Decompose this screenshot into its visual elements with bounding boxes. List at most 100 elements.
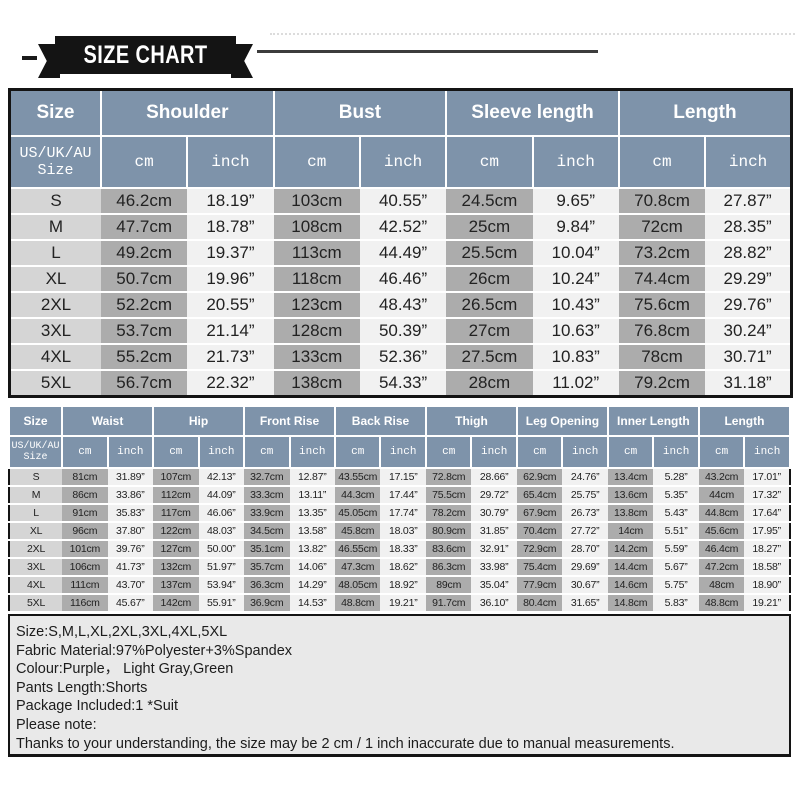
measurement-cell: 138cm — [273, 370, 360, 398]
measurement-cell: 14.8cm — [607, 594, 654, 613]
column-header-back-rise: Back Rise — [334, 405, 427, 437]
column-header-size: Size — [8, 88, 102, 137]
measurement-cell: 28cm — [446, 370, 533, 398]
measurement-cell: 122cm — [153, 522, 199, 541]
measurement-cell: 46.55cm — [335, 540, 381, 559]
measurement-cell: 5.51” — [653, 522, 699, 541]
measurement-cell: 79.2cm — [618, 370, 706, 398]
measurement-cell: 28.70” — [562, 540, 608, 559]
measurement-cell: 18.90” — [744, 576, 790, 595]
measurement-cell: 62.9cm — [516, 468, 563, 487]
garment-size-table: Size Shoulder Bust Sleeve length Length US/UK… — [8, 88, 793, 398]
measurement-cell: 70.4cm — [516, 522, 563, 541]
column-header-back-rise-cm: cm — [333, 435, 382, 469]
measurement-cell: 91cm — [62, 504, 108, 523]
measurement-cell: 67.9cm — [516, 504, 563, 523]
measurement-cell: 50.00” — [198, 540, 245, 559]
column-header-thigh: Thigh — [424, 405, 518, 437]
column-header-sleeve-length-cm: cm — [445, 135, 534, 189]
column-header-us-uk-au-size: US/UK/AU Size — [8, 135, 102, 189]
measurement-cell: 17.95” — [744, 522, 790, 541]
measurement-cell: 11.02” — [532, 370, 619, 398]
measurement-cell: 39.76” — [107, 540, 154, 559]
size-label: 5XL — [9, 594, 63, 613]
measurement-cell: 30.67” — [562, 576, 608, 595]
measurement-cell: 43.55cm — [335, 468, 381, 487]
dotted-rule — [270, 33, 795, 35]
size-label: XL — [9, 266, 101, 293]
measurement-cell: 116cm — [62, 594, 108, 613]
pants-size-table: Size Waist Hip Front Rise Back Rise Thigh Leg … — [7, 405, 792, 613]
size-label: 5XL — [9, 370, 101, 398]
column-header-length: Length — [697, 405, 792, 437]
size-label: M — [9, 486, 63, 505]
measurement-cell: 45.8cm — [335, 522, 381, 541]
measurement-cell: 17.74” — [380, 504, 426, 523]
measurement-cell: 13.35” — [289, 504, 335, 523]
measurement-cell: 44.49” — [359, 240, 447, 267]
column-header-leg-opening: Leg Opening — [515, 405, 609, 437]
measurement-cell: 65.4cm — [516, 486, 563, 505]
measurement-cell: 25.75” — [562, 486, 608, 505]
measurement-cell: 13.8cm — [607, 504, 654, 523]
column-header-inner-length-cm: cm — [606, 435, 655, 469]
measurement-cell: 78.2cm — [425, 504, 472, 523]
measurement-cell: 117cm — [153, 504, 199, 523]
measurement-cell: 36.9cm — [244, 594, 290, 613]
size-row-4xl: 4XL 111cm 43.70” 137cm 53.94” 36.3cm 14.29” 48.… — [9, 576, 790, 595]
measurement-cell: 41.73” — [107, 558, 154, 577]
measurement-cell: 127cm — [153, 540, 199, 559]
column-header-front-rise-cm: cm — [243, 435, 291, 469]
measurement-cell: 20.55” — [187, 292, 274, 319]
measurement-cell: 32.91” — [471, 540, 517, 559]
measurement-cell: 17.44” — [380, 486, 426, 505]
size-label: 3XL — [9, 318, 101, 345]
measurement-cell: 32.7cm — [244, 468, 290, 487]
measurement-cell: 10.04” — [532, 240, 619, 267]
measurement-cell: 31.18” — [705, 370, 792, 398]
size-label: XL — [9, 522, 63, 541]
measurement-cell: 56.7cm — [100, 370, 188, 398]
measurement-cell: 27.72” — [562, 522, 608, 541]
size-chart-ribbon: SIZE CHART — [55, 36, 236, 74]
measurement-cell: 46.46” — [359, 266, 447, 293]
measurement-cell: 35.04” — [471, 576, 517, 595]
measurement-cell: 48cm — [698, 576, 745, 595]
column-header-length-cm: cm — [697, 435, 746, 469]
measurement-cell: 19.37” — [187, 240, 274, 267]
measurement-cell: 25.5cm — [446, 240, 533, 267]
measurement-cell: 43.70” — [107, 576, 154, 595]
measurement-cell: 107cm — [153, 468, 199, 487]
measurement-cell: 26.73” — [562, 504, 608, 523]
measurement-cell: 51.97” — [198, 558, 245, 577]
column-header-length: Length — [617, 88, 793, 137]
measurement-cell: 103cm — [273, 188, 360, 215]
measurement-cell: 35.1cm — [244, 540, 290, 559]
measurement-cell: 34.5cm — [244, 522, 290, 541]
measurement-cell: 45.67” — [107, 594, 154, 613]
measurement-cell: 46.06” — [198, 504, 245, 523]
measurement-cell: 30.24” — [705, 318, 792, 345]
measurement-cell: 70.8cm — [618, 188, 706, 215]
column-header-front-rise-inch: inch — [288, 435, 337, 469]
size-row-2xl: 2XL 101cm 39.76” 127cm 50.00” 35.1cm 13.82” 46.… — [9, 540, 790, 559]
column-header-waist-inch: inch — [106, 435, 155, 469]
measurement-cell: 12.87” — [289, 468, 335, 487]
measurement-cell: 18.33” — [380, 540, 426, 559]
column-header-bust: Bust — [272, 88, 448, 137]
measurement-cell: 108cm — [273, 214, 360, 241]
measurement-cell: 46.2cm — [100, 188, 188, 215]
measurement-cell: 77.9cm — [516, 576, 563, 595]
measurement-cell: 42.13” — [198, 468, 245, 487]
column-header-bust-inch: inch — [358, 135, 448, 189]
measurement-cell: 30.71” — [705, 344, 792, 371]
column-header-hip-inch: inch — [197, 435, 246, 469]
measurement-cell: 48.8cm — [698, 594, 745, 613]
measurement-cell: 5.28” — [653, 468, 699, 487]
measurement-cell: 33.98” — [471, 558, 517, 577]
size-row-xl: XL 50.7cm 19.96” 118cm 46.46” 26cm 10.24” 74.4c… — [9, 266, 792, 293]
measurement-cell: 21.14” — [187, 318, 274, 345]
measurement-cell: 78cm — [618, 344, 706, 371]
measurement-cell: 14.2cm — [607, 540, 654, 559]
measurement-cell: 36.10” — [471, 594, 517, 613]
